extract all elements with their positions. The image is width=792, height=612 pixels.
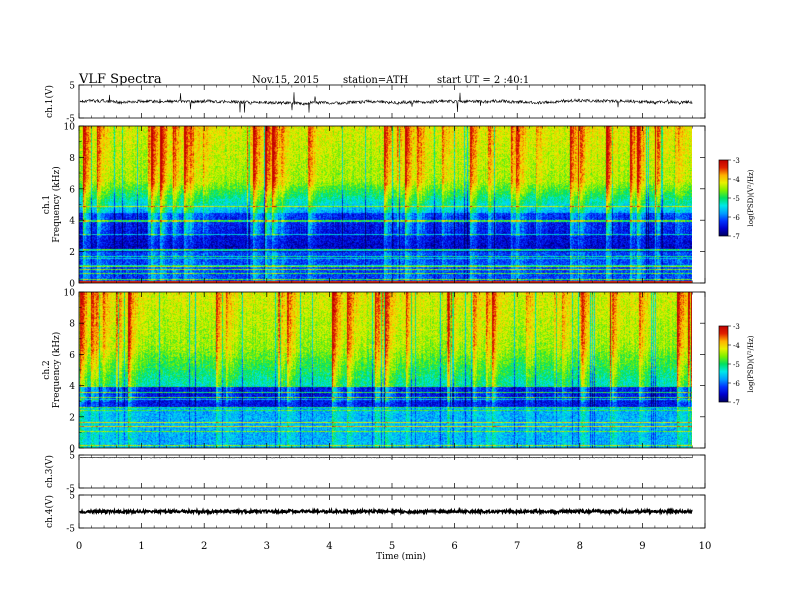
waveform-trace-ch4 bbox=[79, 506, 693, 517]
colorbar-tick-label: -4 bbox=[733, 176, 740, 184]
colorbar-tick-label: -5 bbox=[733, 195, 740, 203]
spectrogram-image-ch2 bbox=[79, 292, 692, 448]
panel-ch4-waveform bbox=[78, 494, 706, 529]
xtick-label: 6 bbox=[451, 541, 457, 552]
xtick-label: 9 bbox=[639, 541, 645, 552]
ylabel-ch1-waveform: ch.1(V) bbox=[44, 85, 55, 118]
ytick-label: -5 bbox=[66, 525, 75, 535]
panel-ch2-spectrogram bbox=[78, 291, 706, 449]
xtick-label: 2 bbox=[201, 541, 207, 552]
xtick-label: 5 bbox=[389, 541, 395, 552]
waveform-trace-ch1 bbox=[79, 92, 693, 113]
colorbar-label-ch2-spectrogram: log(PSD)(V²/Hz) bbox=[747, 335, 755, 392]
waveform-trace-ch3 bbox=[79, 456, 693, 459]
ytick-label: -5 bbox=[66, 485, 75, 495]
ylabel-ch4-waveform: ch.4(V) bbox=[44, 495, 55, 528]
ylabel-channel-ch1-spectrogram: ch.1 bbox=[42, 195, 52, 214]
colorbar-tick-label: -7 bbox=[733, 399, 740, 407]
ytick-label: 8 bbox=[69, 320, 75, 330]
station-label: station=ATH bbox=[343, 75, 409, 86]
colorbar-tick-label: -3 bbox=[733, 157, 740, 165]
colorbar-label-ch1-spectrogram: log(PSD)(V²/Hz) bbox=[747, 169, 755, 226]
ytick-label: 5 bbox=[69, 452, 75, 462]
colorbar-tick-label: -7 bbox=[733, 233, 740, 241]
panel-ch1-waveform bbox=[78, 84, 706, 119]
ytick-label: 5 bbox=[69, 492, 75, 502]
colorbar-tick-label: -6 bbox=[733, 214, 740, 222]
xtick-label: 7 bbox=[514, 541, 520, 552]
ylabel-ch3-waveform: ch.3(V) bbox=[44, 455, 55, 488]
colorbar-ch1-spectrogram bbox=[718, 159, 731, 237]
colorbar-tick-label: -4 bbox=[733, 342, 740, 350]
start-time-label: start UT = 2 :40:1 bbox=[437, 75, 530, 86]
ytick-label: 10 bbox=[64, 123, 76, 133]
colorbar-ch2-spectrogram bbox=[718, 325, 731, 403]
xtick-label: 3 bbox=[264, 541, 270, 552]
colorbar-tick-label: -3 bbox=[733, 323, 740, 331]
ytick-label: 0 bbox=[69, 280, 75, 290]
ytick-label: -5 bbox=[66, 115, 75, 125]
ytick-label: 5 bbox=[69, 82, 75, 92]
ytick-label: 10 bbox=[64, 289, 76, 299]
xtick-label: 0 bbox=[76, 541, 82, 552]
ylabel-channel-ch2-spectrogram: ch.2 bbox=[42, 360, 52, 379]
xaxis-label: Time (min) bbox=[376, 551, 426, 562]
xtick-label: 10 bbox=[699, 541, 712, 552]
colorbar-tick-label: -6 bbox=[733, 380, 740, 388]
ytick-label: 8 bbox=[69, 154, 75, 164]
xtick-label: 4 bbox=[326, 541, 332, 552]
spectrogram-image-ch1 bbox=[79, 126, 692, 283]
ytick-label: 0 bbox=[69, 445, 75, 455]
ytick-label: 2 bbox=[69, 413, 75, 423]
colorbar-tick-label: -5 bbox=[733, 361, 740, 369]
xtick-label: 1 bbox=[138, 541, 144, 552]
ytick-label: 6 bbox=[69, 185, 75, 195]
date-label: Nov.15, 2015 bbox=[252, 75, 319, 86]
panel-ch3-waveform bbox=[78, 454, 706, 489]
panel-ch1-spectrogram bbox=[78, 125, 706, 284]
chart-title: VLF Spectra bbox=[79, 72, 162, 87]
ytick-label: 6 bbox=[69, 351, 75, 361]
ylabel-frequency-ch2-spectrogram: Frequency (kHz) bbox=[51, 332, 62, 409]
ytick-label: 4 bbox=[69, 382, 75, 392]
ytick-label: 2 bbox=[69, 248, 75, 258]
xtick-label: 8 bbox=[577, 541, 583, 552]
ytick-label: 4 bbox=[69, 217, 75, 227]
ylabel-frequency-ch1-spectrogram: Frequency (kHz) bbox=[51, 166, 62, 243]
